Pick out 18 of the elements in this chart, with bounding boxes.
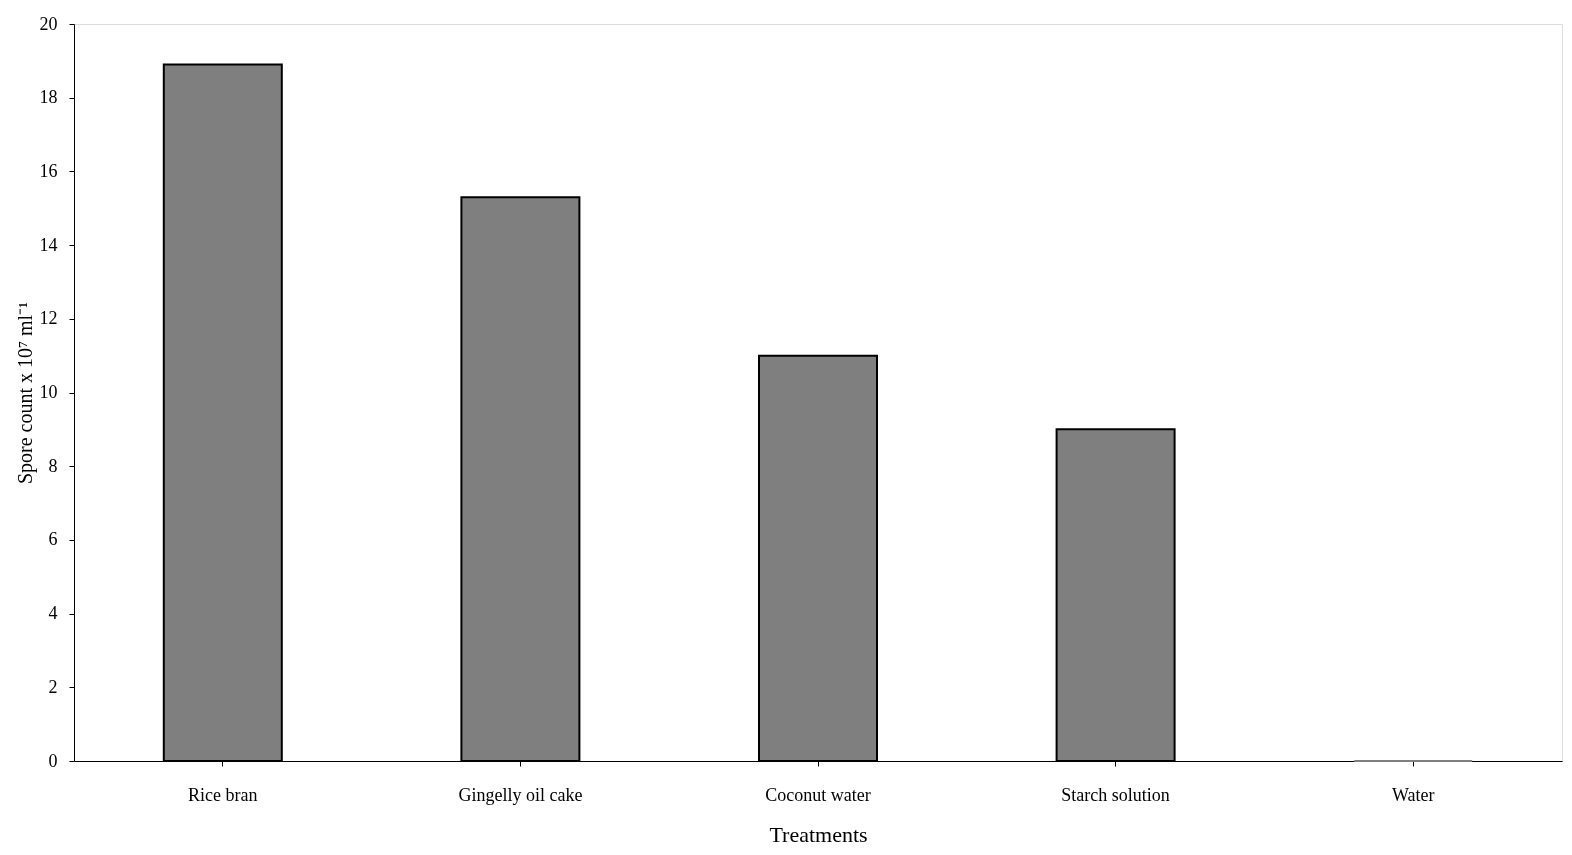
y-tick-label: 14 (39, 234, 58, 255)
y-tick-label: 8 (48, 455, 58, 476)
x-axis-title: Treatments (769, 821, 868, 847)
x-tick-label: Starch solution (1061, 784, 1170, 805)
y-tick-label: 2 (48, 676, 58, 697)
y-tick-label: 0 (48, 750, 58, 771)
y-tick-label: 18 (39, 87, 58, 108)
y-tick-label: 16 (39, 160, 58, 181)
y-axis-title: Spore count x 10⁷ ml⁻¹ (13, 301, 37, 485)
y-tick-label: 6 (48, 529, 58, 550)
x-tick-label: Gingelly oil cake (458, 784, 583, 805)
y-tick-label: 10 (39, 382, 58, 402)
y-tick-label: 20 (39, 13, 58, 34)
y-tick-label: 12 (39, 308, 58, 329)
y-tick-label: 4 (48, 603, 58, 624)
x-tick-label: Water (1391, 784, 1435, 805)
x-tick-label: Rice bran (188, 784, 258, 805)
x-tick-label: Coconut water (765, 784, 871, 805)
